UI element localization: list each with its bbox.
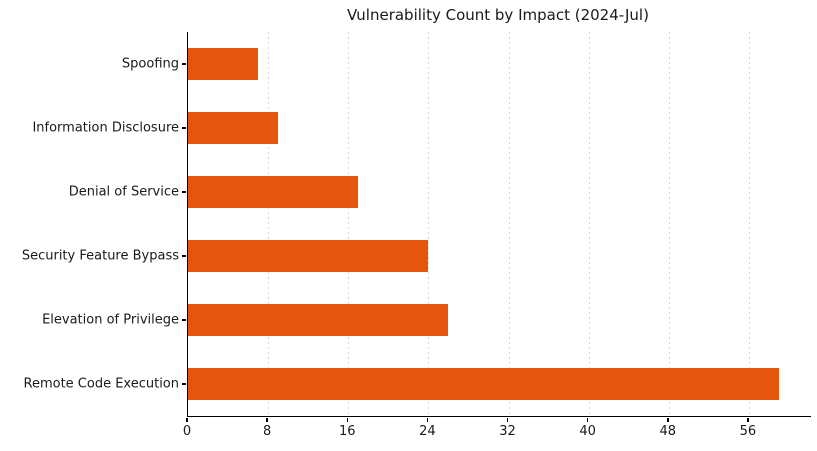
x-tick-mark	[506, 417, 509, 422]
y-tick-mark	[182, 319, 186, 321]
y-tick-mark	[182, 191, 186, 193]
gridline-x-40	[588, 32, 590, 416]
x-tick-label: 0	[182, 424, 192, 439]
x-tick-label: 16	[338, 424, 356, 439]
y-tick-mark	[182, 127, 186, 129]
gridline-x-16	[348, 32, 350, 416]
y-tick-mark	[182, 383, 186, 385]
y-tick-mark	[182, 63, 186, 65]
y-tick-label: Security Feature Bypass	[21, 248, 179, 264]
x-tick-mark	[346, 417, 348, 422]
x-tick-mark	[186, 417, 188, 422]
x-tick-label: 8	[262, 424, 272, 439]
x-tick-label: 32	[499, 424, 516, 439]
y-tick-label: Elevation of Privilege	[42, 312, 179, 328]
y-tick-label: Information Disclosure	[32, 120, 179, 136]
bar-denial-of-service	[188, 176, 359, 208]
bar-elevation-of-privilege	[188, 304, 449, 336]
y-tick-label: Remote Code Execution	[23, 376, 180, 392]
gridline-x-32	[508, 32, 510, 416]
bar-remote-code-execution	[188, 368, 779, 400]
x-tick-mark	[747, 417, 749, 422]
bar-spoofing	[188, 48, 259, 80]
x-tick-label: 40	[579, 424, 596, 439]
gridline-x-8	[268, 32, 270, 416]
bar-security-feature-bypass	[188, 240, 429, 272]
x-tick-label: 24	[419, 424, 436, 439]
plot-area	[187, 32, 811, 417]
x-tick-label: 48	[659, 424, 677, 439]
gridline-x-56	[748, 32, 750, 416]
x-tick-label: 56	[739, 424, 757, 439]
y-tick-mark	[182, 255, 186, 257]
chart-title: Vulnerability Count by Impact (2024-Jul)	[347, 6, 649, 24]
y-tick-label: Denial of Service	[68, 184, 179, 200]
gridline-x-24	[428, 32, 430, 416]
gridline-x-48	[668, 32, 670, 416]
x-tick-mark	[266, 417, 268, 422]
x-tick-mark	[426, 417, 429, 422]
bar-information-disclosure	[188, 112, 279, 144]
x-tick-mark	[667, 417, 669, 422]
y-tick-label: Spoofing	[121, 56, 179, 72]
x-tick-mark	[586, 417, 589, 422]
